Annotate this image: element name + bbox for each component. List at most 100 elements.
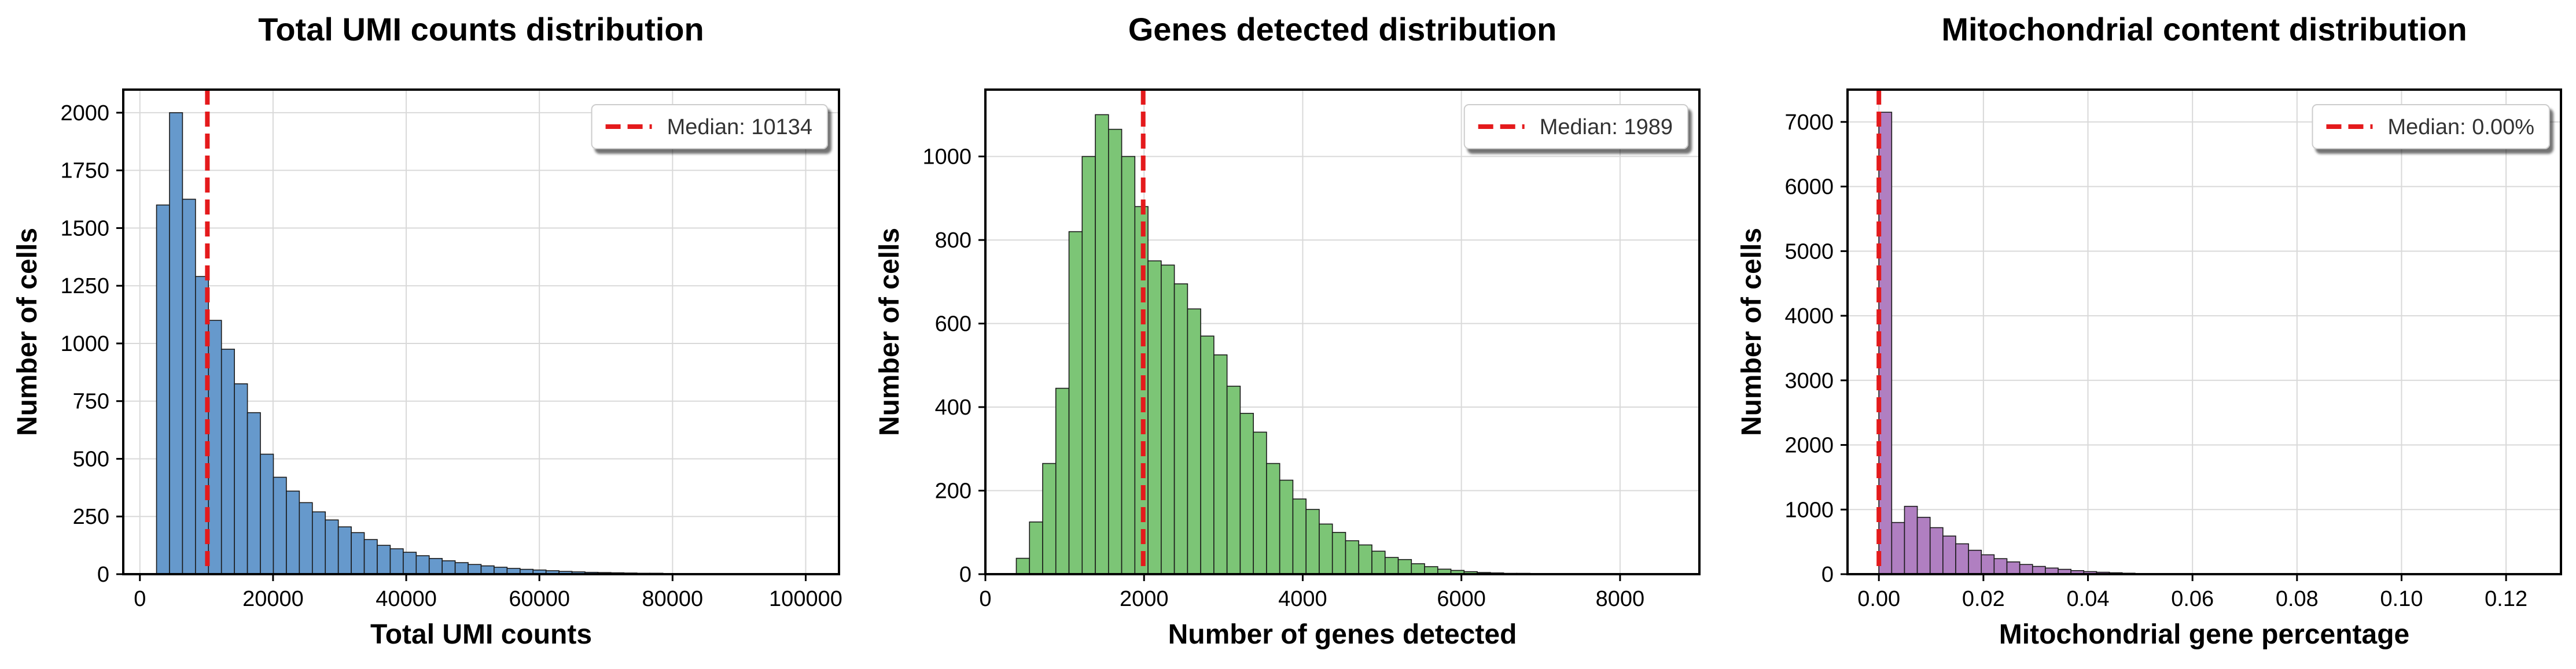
histogram-bar <box>1187 309 1201 574</box>
histogram-bar <box>1109 130 1122 574</box>
histogram-bar <box>1029 522 1043 574</box>
y-tick-label: 800 <box>935 228 971 253</box>
y-tick-label: 2000 <box>60 101 109 125</box>
y-tick-label: 2000 <box>1784 434 1834 458</box>
x-tick-label: 0.08 <box>2276 587 2319 611</box>
histogram-bar <box>455 563 468 574</box>
y-tick-label: 4000 <box>1784 304 1834 328</box>
y-tick-label: 1000 <box>922 145 971 169</box>
histogram-bar <box>1904 507 1917 574</box>
histogram-bar <box>390 549 403 574</box>
legend: Median: 0.00% <box>2313 105 2550 149</box>
histogram-bar <box>468 564 481 574</box>
x-tick-label: 0 <box>979 587 991 611</box>
y-tick-label: 1750 <box>60 159 109 183</box>
histogram-bar <box>338 527 351 574</box>
histogram-bar <box>1372 551 1385 574</box>
legend-label: Median: 10134 <box>667 115 812 139</box>
histogram-bar <box>1043 464 1056 574</box>
histogram-bar <box>1240 413 1253 574</box>
y-axis-label: Number of cells <box>1736 228 1767 436</box>
histogram-bar <box>325 520 338 574</box>
x-tick-label: 4000 <box>1278 587 1327 611</box>
histogram-bar <box>1214 355 1227 574</box>
grid-lines <box>1848 90 2561 574</box>
histogram-bar <box>365 539 377 574</box>
histogram-bar <box>260 454 273 574</box>
histogram-bar <box>1122 157 1135 574</box>
x-tick-label: 0.12 <box>2485 587 2527 611</box>
histogram-bar <box>1201 336 1214 574</box>
plot-frame <box>1848 90 2561 574</box>
x-tick-label: 20000 <box>242 587 304 611</box>
legend: Median: 10134 <box>592 105 827 149</box>
y-tick-label: 6000 <box>1784 175 1834 199</box>
histogram-bar <box>1411 564 1425 574</box>
y-tick-label: 7000 <box>1784 110 1834 135</box>
histogram-bar <box>182 199 195 574</box>
histogram-bar <box>1148 261 1161 574</box>
histogram-bar <box>1359 545 1372 574</box>
histogram-bar <box>1161 265 1175 574</box>
histogram-bar <box>312 512 325 574</box>
x-axis-label: Total UMI counts <box>370 619 592 650</box>
histogram-bar <box>2007 562 2020 574</box>
histogram-bar <box>1069 232 1083 574</box>
y-tick-label: 250 <box>73 505 109 529</box>
histogram-bar <box>170 113 182 574</box>
x-tick-label: 0.04 <box>2067 587 2110 611</box>
histogram-bar <box>1333 533 1346 574</box>
y-tick-label: 1250 <box>60 274 109 298</box>
histogram-bar <box>1943 536 1956 574</box>
histogram-bar <box>222 349 234 574</box>
histogram-bar <box>1956 544 1968 574</box>
histogram-bar <box>2033 567 2045 574</box>
y-axis-label: Number of cells <box>12 228 43 436</box>
x-tick-label: 0.02 <box>1962 587 2005 611</box>
histogram-bar <box>1968 550 1981 574</box>
x-tick-label: 0 <box>134 587 146 611</box>
chart-title: Mitochondrial content distribution <box>1941 11 2467 47</box>
x-tick-label: 80000 <box>642 587 703 611</box>
histogram-bar <box>1319 524 1333 574</box>
histogram-bar <box>157 205 170 574</box>
x-tick-label: 40000 <box>376 587 437 611</box>
histogram-bar <box>403 552 416 574</box>
histogram-bar <box>351 533 364 574</box>
histogram-bar <box>1175 284 1188 574</box>
y-tick-label: 5000 <box>1784 239 1834 264</box>
x-tick-label: 2000 <box>1120 587 1169 611</box>
chart-title: Total UMI counts distribution <box>258 11 704 47</box>
y-tick-label: 1500 <box>60 216 109 241</box>
x-tick-label: 8000 <box>1596 587 1645 611</box>
histogram-bar <box>1345 541 1359 574</box>
x-tick-label: 60000 <box>509 587 570 611</box>
histogram-bar <box>1293 499 1306 574</box>
x-tick-label: 0.00 <box>1857 587 1900 611</box>
histogram-bar <box>1385 557 1399 574</box>
histogram-bar <box>234 384 247 574</box>
histogram-bar <box>1016 559 1029 574</box>
histogram-bar <box>429 559 442 574</box>
x-tick-label: 0.06 <box>2171 587 2214 611</box>
legend-label: Median: 0.00% <box>2388 115 2535 139</box>
x-axis-label: Number of genes detected <box>1168 619 1517 650</box>
histogram-bar <box>1399 560 1412 574</box>
y-tick-label: 500 <box>73 447 109 471</box>
histogram-bar <box>481 566 494 574</box>
legend-label: Median: 1989 <box>1540 115 1673 139</box>
y-tick-label: 0 <box>1821 563 1834 587</box>
histogram-bar <box>1253 432 1267 574</box>
histogram-bar <box>442 561 455 574</box>
y-tick-label: 600 <box>935 312 971 337</box>
histogram-bar <box>1994 559 2007 574</box>
histogram-bar <box>299 502 312 574</box>
y-axis-label: Number of cells <box>874 228 905 436</box>
histogram-bar <box>1082 157 1095 574</box>
histogram-bar <box>377 545 390 574</box>
histogram-bars <box>1016 114 1675 574</box>
